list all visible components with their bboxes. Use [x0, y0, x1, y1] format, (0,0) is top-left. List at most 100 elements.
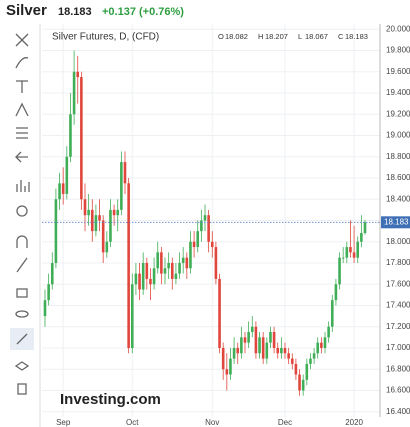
candle-body	[356, 241, 360, 258]
candle-body	[185, 257, 189, 269]
candle-body	[160, 252, 163, 274]
candle-body	[330, 300, 334, 327]
y-tick-label: 16.600	[386, 386, 410, 395]
tool-fib[interactable]	[16, 127, 28, 139]
candle-body	[72, 71, 76, 115]
candle-body	[163, 268, 167, 274]
price-tag	[381, 216, 410, 229]
candle-body	[116, 209, 120, 216]
candle-body	[265, 342, 269, 359]
candle-body	[261, 337, 265, 359]
candle-body	[123, 162, 127, 184]
candle-body	[105, 241, 109, 253]
tool-magnet[interactable]	[16, 235, 28, 248]
candle-body	[192, 241, 196, 248]
candle-body	[174, 273, 178, 279]
candle-body	[316, 342, 320, 354]
candle-body	[61, 183, 65, 194]
tool-link[interactable]	[16, 333, 28, 345]
tool-back[interactable]	[15, 151, 28, 163]
tool-measure[interactable]	[16, 180, 30, 192]
y-tick-label: 17.800	[386, 258, 410, 267]
candle-body	[83, 199, 87, 216]
tool-cross[interactable]	[15, 33, 29, 47]
candle-body	[280, 347, 283, 354]
tool-text[interactable]	[16, 80, 28, 93]
candle-body	[54, 199, 58, 263]
watermark: Investing.com	[60, 391, 161, 408]
candle-body	[258, 337, 261, 354]
tool-zoom[interactable]	[16, 205, 28, 217]
legend-key: C	[338, 32, 344, 41]
candle-body	[138, 273, 141, 290]
candle-body	[65, 156, 69, 194]
tool-trash[interactable]	[17, 383, 27, 395]
candle-body	[301, 379, 305, 391]
candle-body	[221, 347, 225, 370]
candle-body	[320, 342, 323, 348]
candle-body	[349, 247, 352, 253]
candle-body	[229, 358, 232, 375]
candle-body	[76, 71, 80, 78]
candle-body	[360, 233, 363, 242]
candle-body	[334, 284, 338, 301]
candle-body	[250, 326, 254, 333]
candle-body	[196, 231, 200, 248]
x-tick-label: 2020	[345, 418, 363, 427]
legend-value: 18.207	[265, 32, 288, 41]
chart-title: Silver Futures, D, (CFD)	[52, 32, 159, 43]
candle-body	[94, 215, 98, 232]
tool-brush[interactable]	[15, 57, 29, 69]
tool-pattern[interactable]	[15, 102, 29, 117]
candle-body	[134, 273, 138, 285]
candle-body	[145, 262, 149, 279]
y-tick-label: 18.800	[386, 152, 410, 161]
candle-body	[272, 332, 276, 348]
tool-pencil[interactable]	[16, 257, 28, 273]
legend-value: 18.183	[345, 32, 368, 41]
y-tick-label: 16.400	[386, 407, 410, 416]
candle-body	[298, 374, 301, 391]
candle-body	[43, 300, 47, 317]
candle-body	[269, 332, 272, 343]
candle-body	[352, 252, 356, 258]
candle-body	[141, 262, 145, 290]
candle-body	[101, 220, 105, 253]
x-tick-label: Oct	[126, 418, 139, 427]
y-tick-label: 18.400	[386, 194, 410, 203]
legend-key: L	[298, 32, 302, 41]
y-tick-label: 18.000	[386, 237, 410, 246]
price-tag-label: 18.183	[384, 217, 409, 226]
price: 18.183	[58, 6, 92, 18]
candle-body	[218, 278, 221, 348]
candle-body	[236, 347, 240, 354]
candle-body	[47, 284, 50, 301]
candle-body	[58, 183, 61, 200]
y-tick-label: 17.000	[386, 343, 410, 352]
candle-body	[178, 262, 181, 274]
candle-body	[120, 162, 123, 210]
candle-body	[240, 337, 243, 354]
candle-body	[309, 358, 312, 364]
candle-body	[254, 326, 258, 354]
candle-body	[189, 241, 192, 269]
y-tick-label: 16.800	[386, 364, 410, 373]
tool-layers[interactable]	[14, 361, 30, 371]
tool-lock[interactable]	[16, 288, 28, 298]
y-tick-label: 17.200	[386, 322, 410, 331]
legend-key: O	[218, 32, 224, 41]
candle-body	[312, 353, 316, 359]
candle-body	[214, 247, 218, 279]
legend-key: H	[258, 32, 263, 41]
candle-body	[327, 326, 330, 338]
symbol: Silver	[6, 2, 47, 19]
candle-body	[152, 268, 156, 285]
candle-body	[127, 183, 130, 348]
candle-body	[345, 247, 349, 258]
tool-eye[interactable]	[15, 310, 29, 318]
legend-value: 18.082	[225, 32, 248, 41]
change: +0.137 (+0.76%)	[102, 6, 184, 18]
candle-body	[276, 347, 280, 354]
candle-body	[225, 369, 229, 375]
